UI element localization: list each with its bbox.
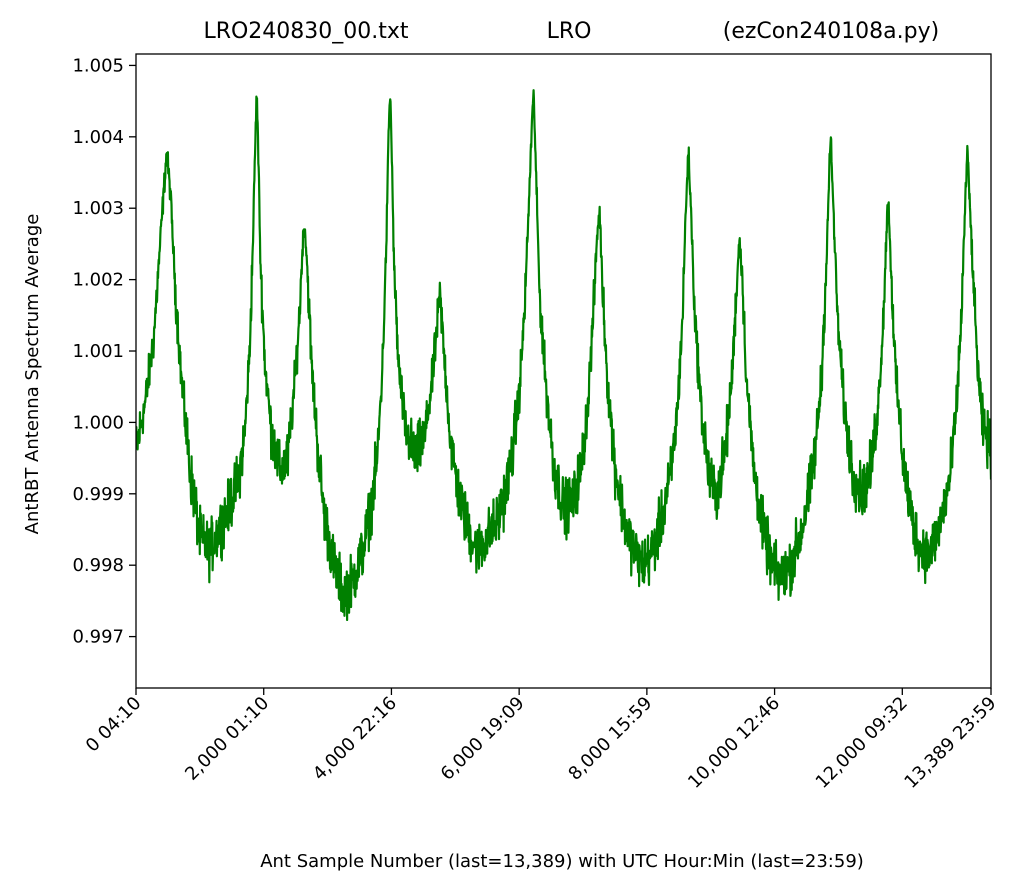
y-tick-label: 0.999 [72,484,124,505]
chart-title-script: (ezCon240108a.py) [723,19,939,44]
chart-title-file: LRO240830_00.txt [203,19,408,44]
chart-title-site: LRO [547,19,592,44]
y-tick-label: 0.997 [72,627,124,648]
series-line [136,89,991,622]
y-tick-label: 1.003 [72,198,124,219]
x-axis-label: Ant Sample Number (last=13,389) with UTC… [260,851,864,872]
series-layer [136,89,991,622]
y-tick-label: 1.005 [72,55,124,76]
y-tick-label: 0.998 [72,555,124,576]
y-axis-label: AntRBT Antenna Spectrum Average [22,214,43,535]
y-tick-label: 1.002 [72,270,124,291]
plot-frame [135,53,992,689]
y-tick-label: 1.001 [72,341,124,362]
y-tick-label: 1.000 [72,412,124,433]
y-tick-label: 1.004 [72,127,124,148]
y-axis: 0.997 0.998 0.999 1.000 1.001 1.002 1.003 1.004… [72,55,136,648]
